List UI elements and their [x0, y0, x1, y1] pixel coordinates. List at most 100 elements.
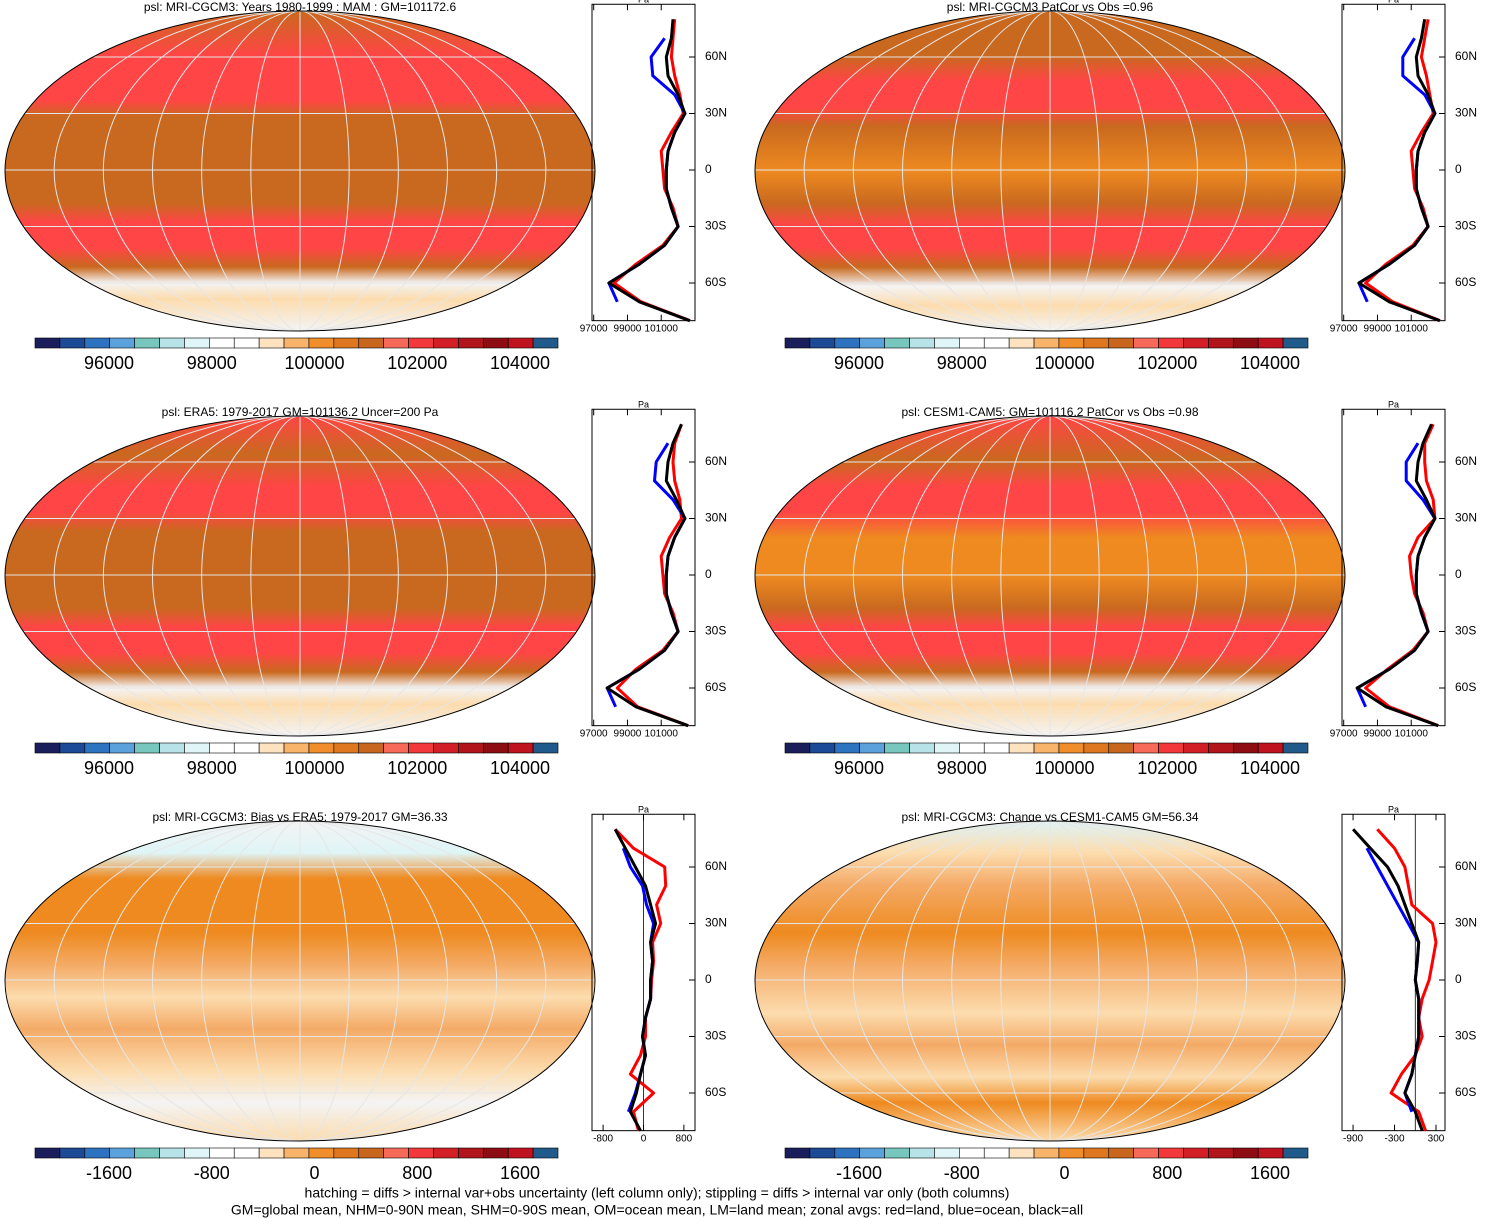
x-tick-label: 0	[641, 1133, 647, 1144]
colorbar-box	[458, 1147, 484, 1159]
colorbar-label: 96000	[84, 758, 134, 778]
colorbar-box	[408, 1147, 434, 1159]
colorbar-box	[1208, 742, 1234, 754]
colorbar-box	[1257, 742, 1284, 754]
colorbar-box	[333, 1147, 360, 1159]
y-tick-label: 60N	[705, 49, 727, 63]
y-tick-label: 60S	[705, 275, 726, 289]
x-tick-label: -900	[1343, 1133, 1363, 1144]
colorbar-box	[308, 337, 335, 349]
profile-frame	[1341, 3, 1446, 322]
y-tick-label: 60S	[1455, 680, 1476, 694]
meridian	[152, 821, 448, 1141]
colorbar-box	[1232, 1147, 1259, 1159]
meridian	[902, 821, 1198, 1141]
colorbar-box	[1008, 1147, 1035, 1159]
y-tick-label: 30S	[705, 624, 726, 638]
colorbar-box	[784, 337, 811, 349]
zonal-line	[613, 828, 658, 1132]
colorbar-box	[209, 1147, 235, 1159]
zonal-line	[621, 847, 656, 1113]
colorbar-box	[358, 742, 384, 754]
meridian	[201, 821, 399, 1141]
x-tick-label: 99000	[1364, 323, 1392, 334]
colorbar-box	[109, 337, 135, 349]
panel: psl: MRI-CGCM3: Years 1980-1999 : MAM : …	[4, 0, 727, 373]
y-tick-label: 0	[705, 972, 712, 986]
y-tick-label: 30N	[1455, 916, 1477, 930]
y-tick-label: 60N	[705, 454, 727, 468]
colorbar-box	[433, 337, 459, 349]
colorbar-box	[507, 742, 534, 754]
x-tick-label: 97000	[1330, 323, 1358, 334]
colorbar-box	[433, 742, 459, 754]
colorbar-box	[983, 742, 1010, 754]
colorbar-box	[859, 742, 885, 754]
colorbar-box	[184, 1147, 210, 1159]
colorbar-label: 100000	[284, 353, 344, 373]
colorbar-label: 98000	[187, 353, 237, 373]
colorbar-box	[383, 337, 409, 349]
panel: psl: ERA5: 1979-2017 GM=101136.2 Uncer=2…	[4, 400, 727, 778]
colorbar-box	[109, 1147, 135, 1159]
colorbar-label: 104000	[1240, 758, 1300, 778]
unit-label: Pa	[1388, 0, 1399, 5]
colorbar-box	[184, 742, 210, 754]
panel: psl: CESM1-CAM5: GM=101116.2 PatCor vs O…	[754, 400, 1477, 778]
colorbar-box	[959, 742, 985, 754]
zonal-line	[615, 423, 689, 728]
colorbar-box	[233, 742, 260, 754]
unit-label: Pa	[638, 805, 649, 815]
colorbar-box	[784, 742, 811, 754]
colorbar-box	[1058, 337, 1085, 349]
panel: psl: MRI-CGCM3: Bias vs ERA5: 1979-2017 …	[4, 805, 727, 1183]
colorbar-box	[1158, 742, 1184, 754]
y-tick-label: 60N	[1455, 454, 1477, 468]
colorbar-box	[859, 1147, 885, 1159]
y-tick-label: 30S	[1455, 219, 1476, 233]
colorbar-label: -800	[944, 1163, 980, 1183]
colorbar-box	[532, 1147, 559, 1159]
meridian	[902, 416, 1198, 736]
colorbar-box	[1232, 742, 1259, 754]
colorbar-box	[159, 337, 185, 349]
colorbar-box	[1108, 742, 1134, 754]
colorbar-box	[1083, 337, 1110, 349]
colorbar-box	[233, 337, 260, 349]
colorbar-box	[983, 337, 1010, 349]
zonal-line	[1355, 423, 1439, 728]
y-tick-label: 0	[1455, 567, 1462, 581]
x-tick-label: 101000	[645, 323, 679, 334]
colorbar-box	[59, 1147, 86, 1159]
y-tick-label: 30N	[705, 916, 727, 930]
map	[755, 11, 1345, 331]
colorbar-box	[834, 337, 861, 349]
y-tick-label: 30N	[1455, 511, 1477, 525]
zonal-line	[1364, 423, 1439, 728]
meridian	[902, 11, 1198, 331]
colorbar-label: 800	[1152, 1163, 1182, 1183]
x-tick-label: 97000	[580, 728, 608, 739]
meridian	[951, 416, 1149, 736]
colorbar-box	[84, 742, 111, 754]
x-tick-label: 99000	[614, 728, 642, 739]
map-border	[754, 415, 1346, 737]
colorbar-box	[59, 742, 86, 754]
colorbar-box	[184, 337, 210, 349]
colorbar-box	[1282, 742, 1309, 754]
map	[755, 416, 1345, 736]
colorbar-label: 96000	[834, 353, 884, 373]
unit-label: Pa	[1388, 805, 1399, 815]
colorbar-box	[809, 742, 836, 754]
meridian	[852, 821, 1248, 1141]
map-border	[754, 10, 1346, 332]
x-tick-label: 300	[1428, 1133, 1445, 1144]
colorbar-label: 102000	[387, 353, 447, 373]
zonal-line	[1357, 37, 1437, 303]
colorbar-box	[209, 337, 235, 349]
y-tick-label: 30N	[1455, 106, 1477, 120]
colorbar-box	[934, 1147, 960, 1159]
zonal-line	[605, 423, 689, 728]
y-tick-label: 30S	[705, 1029, 726, 1043]
y-tick-label: 30N	[705, 511, 727, 525]
